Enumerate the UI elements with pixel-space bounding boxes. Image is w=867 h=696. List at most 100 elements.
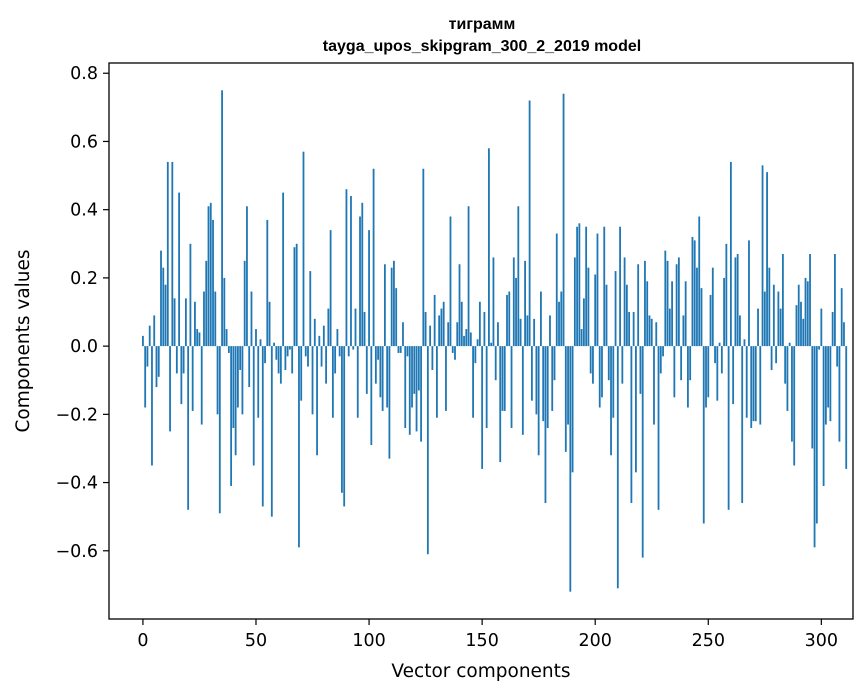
- x-tick-label: 300: [805, 631, 838, 651]
- bar-27: [203, 291, 205, 347]
- bar-285: [786, 346, 789, 411]
- bar-58: [273, 342, 275, 347]
- bar-82: [327, 308, 330, 347]
- bar-197: [587, 267, 590, 347]
- bar-310: [843, 322, 845, 347]
- bar-205: [605, 284, 608, 347]
- bar-72: [304, 346, 307, 357]
- y-tick-label: −0.6: [56, 542, 99, 562]
- bar-252: [711, 267, 714, 347]
- bar-245: [696, 267, 698, 347]
- bar-78: [318, 335, 321, 347]
- bar-153: [488, 148, 490, 347]
- bar-96: [359, 216, 361, 347]
- bar-172: [530, 346, 533, 401]
- bar-308: [838, 346, 841, 442]
- bar-102: [372, 168, 375, 347]
- bar-230: [662, 346, 664, 357]
- bar-160: [503, 346, 506, 411]
- bar-92: [350, 196, 352, 347]
- bar-181: [551, 346, 554, 411]
- bar-174: [535, 346, 538, 415]
- bar-135: [447, 322, 450, 347]
- bar-284: [784, 346, 787, 384]
- bar-129: [433, 294, 436, 347]
- bar-235: [673, 346, 676, 398]
- bar-163: [510, 346, 513, 428]
- bar-31: [212, 219, 214, 347]
- bar-203: [601, 346, 603, 398]
- bar-93: [352, 346, 355, 350]
- bar-264: [739, 315, 741, 347]
- bar-266: [743, 339, 746, 347]
- bar-30: [209, 202, 212, 347]
- bar-119: [411, 346, 413, 408]
- bar-178: [544, 346, 547, 504]
- bar-36: [223, 277, 226, 347]
- bar-244: [693, 240, 696, 347]
- bar-148: [476, 339, 479, 347]
- bar-236: [675, 264, 678, 347]
- bar-250: [707, 346, 710, 398]
- bar-136: [449, 216, 452, 347]
- bar-52: [259, 339, 262, 347]
- bar-199: [592, 346, 594, 384]
- bar-209: [614, 271, 617, 347]
- bar-257: [723, 277, 726, 347]
- bar-306: [834, 254, 836, 347]
- bar-241: [687, 346, 689, 408]
- bar-295: [809, 254, 811, 347]
- bar-83: [329, 230, 332, 347]
- bar-272: [757, 308, 759, 347]
- bar-218: [635, 346, 637, 473]
- bar-128: [431, 346, 434, 370]
- bar-187: [564, 346, 567, 452]
- bar-68: [295, 243, 298, 347]
- bar-32: [214, 291, 217, 347]
- bar-286: [788, 342, 791, 347]
- bar-120: [413, 346, 416, 394]
- bar-304: [829, 346, 832, 422]
- bar-287: [791, 346, 793, 442]
- bar-234: [671, 281, 673, 347]
- bar-247: [700, 288, 703, 347]
- bar-195: [582, 298, 585, 347]
- bar-121: [415, 346, 418, 432]
- bar-106: [381, 346, 384, 411]
- bar-206: [607, 346, 610, 381]
- bar-18: [182, 346, 185, 374]
- bar-12: [169, 346, 171, 432]
- bar-154: [490, 342, 493, 347]
- y-tick-label: 0.4: [70, 201, 98, 221]
- bar-25: [198, 332, 201, 347]
- bar-303: [827, 346, 830, 408]
- bar-204: [603, 226, 606, 347]
- bar-116: [404, 346, 407, 428]
- bar-108: [386, 346, 389, 408]
- bar-107: [383, 264, 386, 347]
- bar-5: [153, 315, 156, 347]
- bar-21: [189, 243, 192, 347]
- bar-132: [440, 308, 443, 347]
- bar-207: [610, 346, 612, 456]
- bar-14: [173, 298, 176, 347]
- bar-104: [377, 346, 380, 360]
- bar-55: [266, 219, 269, 347]
- bar-138: [454, 346, 456, 360]
- bar-146: [472, 346, 474, 418]
- bar-89: [343, 346, 346, 507]
- bar-54: [264, 346, 266, 364]
- bar-208: [612, 346, 615, 418]
- bar-256: [720, 346, 723, 374]
- bar-74: [309, 271, 312, 347]
- bar-282: [779, 308, 782, 347]
- x-tick-label: 150: [465, 631, 498, 651]
- bar-127: [429, 325, 432, 347]
- bar-302: [824, 346, 827, 425]
- bar-126: [426, 346, 429, 555]
- bar-111: [393, 260, 395, 347]
- bar-166: [517, 206, 520, 347]
- bar-114: [399, 346, 402, 353]
- bar-124: [422, 168, 425, 347]
